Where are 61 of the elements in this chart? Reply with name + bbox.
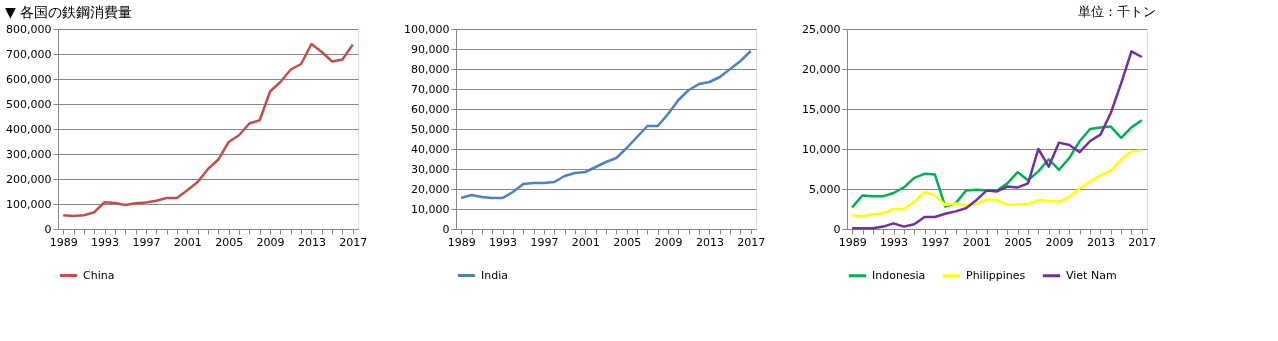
- x-tick-label: 2017: [339, 235, 368, 249]
- x-tick-label: 1989: [49, 235, 78, 249]
- x-tick-label: 2005: [613, 235, 642, 249]
- y-tick-label: 15,000: [802, 102, 841, 116]
- chart-title: ▼ 各国の鉄鋼消費量: [5, 3, 133, 20]
- x-tick-label: 1993: [880, 235, 909, 249]
- y-tick-label: 60,000: [411, 102, 450, 116]
- y-tick-label: 30,000: [411, 162, 450, 176]
- y-tick-label: 100,000: [6, 197, 52, 211]
- y-tick-label: 400,000: [6, 122, 52, 136]
- y-tick-label: 10,000: [802, 142, 841, 156]
- x-tick-label: 2013: [1086, 235, 1115, 249]
- y-tick-label: 600,000: [6, 72, 52, 86]
- x-tick-label: 1997: [132, 235, 161, 249]
- y-tick-label: 25,000: [802, 22, 841, 36]
- y-tick-label: 40,000: [411, 142, 450, 156]
- legend-label: Indonesia: [872, 268, 926, 282]
- line-series: [850, 50, 1144, 230]
- line-series: [850, 149, 1144, 218]
- x-tick-label: 1993: [489, 235, 518, 249]
- x-tick-label: 2001: [962, 235, 991, 249]
- line-series: [61, 42, 355, 218]
- x-tick-label: 2005: [215, 235, 244, 249]
- legend-label: Viet Nam: [1066, 268, 1117, 282]
- x-tick-label: 2009: [256, 235, 285, 249]
- legend-label: India: [481, 268, 508, 282]
- x-tick-label: 1993: [91, 235, 120, 249]
- line-series: [459, 49, 753, 200]
- x-tick-label: 2005: [1004, 235, 1033, 249]
- x-tick-label: 2009: [1045, 235, 1074, 249]
- legend-label: China: [83, 268, 115, 282]
- legend-label: Philippines: [966, 268, 1026, 282]
- y-tick-label: 0: [442, 222, 450, 236]
- x-tick-label: 2001: [571, 235, 600, 249]
- x-tick-label: 2017: [1128, 235, 1157, 249]
- y-tick-label: 800,000: [6, 22, 52, 36]
- y-tick-label: 70,000: [411, 82, 450, 96]
- y-tick-label: 20,000: [802, 62, 841, 76]
- x-tick-label: 1989: [838, 235, 867, 249]
- y-tick-label: 100,000: [404, 22, 450, 36]
- y-tick-label: 5,000: [809, 182, 841, 196]
- x-tick-label: 1997: [921, 235, 950, 249]
- y-tick-label: 500,000: [6, 97, 52, 111]
- y-tick-label: 300,000: [6, 147, 52, 161]
- x-tick-label: 2009: [654, 235, 683, 249]
- y-tick-label: 20,000: [411, 182, 450, 196]
- x-tick-label: 2013: [695, 235, 724, 249]
- y-tick-label: 80,000: [411, 62, 450, 76]
- x-tick-label: 2013: [297, 235, 326, 249]
- y-tick-label: 200,000: [6, 172, 52, 186]
- text: 単位：千トン: [1077, 4, 1156, 19]
- x-tick-label: 2001: [173, 235, 202, 249]
- y-tick-label: 90,000: [411, 42, 450, 56]
- y-tick-label: 700,000: [6, 47, 52, 61]
- x-tick-label: 2017: [737, 235, 766, 249]
- y-tick-label: 0: [44, 222, 52, 236]
- x-tick-label: 1997: [530, 235, 559, 249]
- y-tick-label: 10,000: [411, 202, 450, 216]
- x-tick-label: 1989: [447, 235, 476, 249]
- y-tick-label: 50,000: [411, 122, 450, 136]
- y-tick-label: 0: [833, 222, 841, 236]
